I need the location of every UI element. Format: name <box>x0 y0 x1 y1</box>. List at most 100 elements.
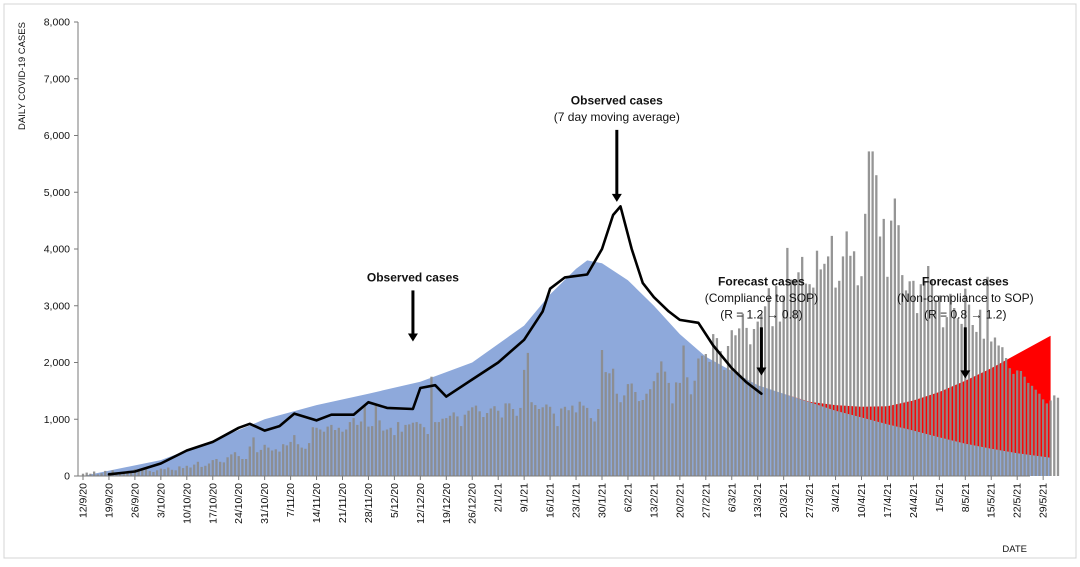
observed-bar <box>697 358 700 476</box>
observed-bar <box>730 330 733 476</box>
observed-bar <box>904 290 908 476</box>
observed-bar <box>415 422 418 476</box>
observed-bar <box>756 321 759 476</box>
observed-bar <box>656 372 659 476</box>
observed-bar <box>782 295 785 476</box>
observed-bar <box>289 441 292 476</box>
moving-average-line <box>107 205 763 476</box>
observed-bar <box>660 361 663 476</box>
observed-bar <box>167 467 170 476</box>
x-tick-label: 24/4/21 <box>908 483 920 518</box>
observed-bar <box>363 406 366 476</box>
observed-bar <box>100 473 103 476</box>
observed-bar <box>826 256 830 476</box>
observed-bar <box>345 429 348 476</box>
x-tick-label: 26/9/20 <box>129 483 141 518</box>
observed-bar <box>723 369 726 476</box>
observed-bar <box>760 314 763 476</box>
observed-bar <box>693 380 696 476</box>
annotation-label: (7 day moving average) <box>554 110 680 124</box>
observed-bar <box>523 369 526 476</box>
y-tick-label: 8,000 <box>44 17 70 29</box>
annotation-label: Observed cases <box>571 93 663 107</box>
observed-bar <box>745 327 748 476</box>
observed-bar <box>901 275 904 476</box>
observed-bar <box>812 287 815 476</box>
annotation-arrowhead <box>756 367 767 376</box>
observed-bar <box>478 411 481 476</box>
annotation-label: Forecast cases <box>922 274 1009 288</box>
observed-bar <box>378 420 381 476</box>
observed-bar <box>148 470 151 476</box>
observed-bar <box>141 469 144 476</box>
observed-bar <box>997 345 1000 476</box>
observed-bar <box>222 462 226 476</box>
observed-bar <box>715 338 719 476</box>
observed-bar <box>890 220 893 476</box>
observed-bar <box>978 309 982 476</box>
x-tick-label: 21/11/20 <box>337 483 349 523</box>
observed-bar <box>945 317 948 476</box>
observed-bar <box>712 334 715 476</box>
observed-bar <box>211 460 214 476</box>
observed-bar <box>419 423 422 476</box>
observed-bar <box>938 295 941 476</box>
observed-bar <box>700 355 704 476</box>
annotation: Forecast cases (Non-compliance to SOP) (R … <box>897 274 1034 379</box>
observed-bar <box>919 284 922 476</box>
observed-bar <box>282 444 285 476</box>
observed-bar <box>270 450 274 476</box>
x-tick-label: 7/11/20 <box>285 483 297 517</box>
observed-bar <box>671 403 674 476</box>
y-tick-label: 6,000 <box>44 130 70 142</box>
observed-bar <box>130 472 133 476</box>
y-tick-label: 3,000 <box>44 300 70 312</box>
observed-bar <box>333 430 337 476</box>
observed-bar <box>434 422 437 476</box>
annotation-label: (R = 0.8 → 1.2) <box>924 307 1006 321</box>
observed-bar <box>382 430 385 476</box>
x-tick-label: 22/5/21 <box>1012 483 1024 518</box>
observed-bar <box>600 350 604 476</box>
observed-bar <box>878 236 882 476</box>
observed-bar <box>204 465 207 476</box>
observed-bar <box>845 231 848 476</box>
y-tick-label: 5,000 <box>44 187 70 199</box>
observed-bar <box>537 409 541 476</box>
annotation-label: (Compliance to SOP) <box>705 291 818 305</box>
y-tick-label: 4,000 <box>44 244 70 256</box>
observed-bar <box>341 431 344 476</box>
x-tick-label: 30/1/21 <box>597 483 609 518</box>
observed-bar <box>163 469 166 476</box>
observed-bar <box>155 470 159 476</box>
observed-bar <box>915 313 919 476</box>
observed-bar <box>500 417 504 476</box>
observed-bar <box>315 427 318 476</box>
observed-bar <box>430 376 433 476</box>
observed-bar <box>641 400 644 476</box>
observed-bar <box>567 410 570 476</box>
observed-bar <box>793 279 796 476</box>
annotation: Forecast cases (Compliance to SOP) (R = 1.… <box>705 274 818 376</box>
observed-bar <box>582 405 585 476</box>
observed-bar <box>448 415 452 476</box>
observed-bar <box>652 381 656 476</box>
observed-bar <box>634 392 637 476</box>
observed-bar <box>608 373 611 476</box>
observed-bar <box>823 263 826 476</box>
observed-bar <box>319 429 322 476</box>
observed-bar <box>1045 403 1049 476</box>
x-tick-label: 27/2/21 <box>700 483 712 518</box>
observed-bar <box>259 449 263 476</box>
observed-bar <box>930 279 934 476</box>
x-tick-label: 15/5/21 <box>986 483 998 518</box>
observed-bar <box>1019 371 1023 476</box>
observed-bar <box>674 382 678 476</box>
observed-bar <box>589 418 593 476</box>
observed-bar <box>371 426 374 476</box>
observed-bar <box>515 415 518 476</box>
observed-bar <box>159 468 162 476</box>
observed-bar <box>508 403 511 476</box>
